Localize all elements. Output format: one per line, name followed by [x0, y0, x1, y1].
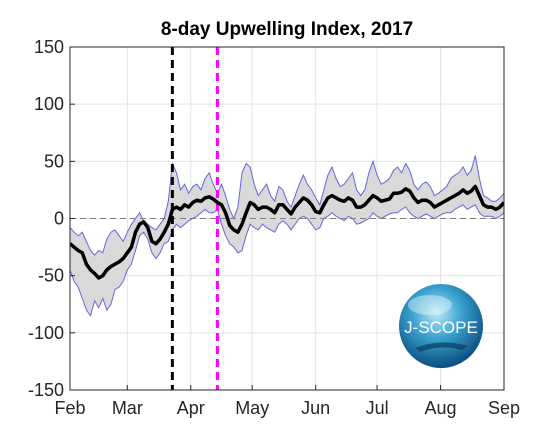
y-tick-label-4: -50 — [38, 266, 64, 286]
y-tick-label-6: -150 — [28, 380, 64, 400]
x-tick-label-2: Apr — [177, 398, 205, 418]
logo-text: J-SCOPE — [404, 318, 478, 337]
y-tick-label-2: 50 — [44, 151, 64, 171]
mean-line-group — [70, 184, 504, 280]
y-axis: 150 100 50 0 -50 -100 -150 — [28, 37, 75, 400]
x-tick-label-6: Aug — [425, 398, 457, 418]
j-scope-globe-logo: J-SCOPE — [399, 284, 483, 368]
band-fill — [70, 155, 504, 316]
mean-line — [70, 184, 504, 280]
x-tick-label-1: Mar — [112, 398, 143, 418]
x-tick-label-5: Jul — [366, 398, 389, 418]
x-tick-label-4: Jun — [301, 398, 330, 418]
chart-title: 8-day Upwelling Index, 2017 — [161, 19, 413, 40]
y-tick-label-1: 100 — [34, 94, 64, 114]
y-tick-label-3: 0 — [54, 209, 64, 229]
x-axis: Feb Mar Apr May Jun Jul Aug Sep — [54, 385, 520, 418]
x-tick-label-0: Feb — [54, 398, 85, 418]
vertical-markers — [170, 47, 219, 390]
y-tick-label-5: -100 — [28, 323, 64, 343]
y-tick-label-0: 150 — [34, 37, 64, 57]
x-tick-label-3: May — [235, 398, 269, 418]
x-tick-label-7: Sep — [488, 398, 520, 418]
band-lower-line — [70, 204, 504, 317]
